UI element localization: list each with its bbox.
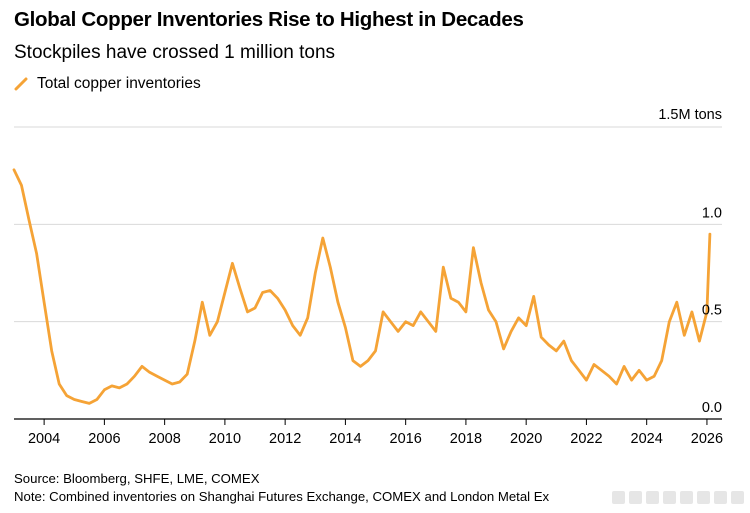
x-tick-label: 2014 (329, 431, 361, 447)
x-tick-label: 2004 (28, 431, 60, 447)
y-tick-label: 0.0 (702, 400, 722, 416)
x-tick-label: 2026 (691, 431, 723, 447)
x-tick-label: 2024 (631, 431, 663, 447)
overlay-block (714, 490, 727, 504)
overlay-block (680, 490, 693, 504)
x-tick-label: 2008 (149, 431, 181, 447)
x-tick-label: 2012 (269, 431, 301, 447)
x-tick-label: 2018 (450, 431, 482, 447)
series-line-total-copper-inventories (12, 168, 712, 405)
overlay-block (663, 490, 676, 504)
legend-label: Total copper inventories (37, 75, 201, 92)
x-tick-label: 2020 (510, 431, 542, 447)
y-tick-label: 0.5 (702, 303, 722, 319)
overlay-block (646, 490, 659, 504)
overlay-block (629, 490, 642, 504)
x-tick-label: 2010 (209, 431, 241, 447)
x-tick-label: 2016 (390, 431, 422, 447)
footnote: Note: Combined inventories on Shanghai F… (14, 489, 550, 504)
y-axis-unit-label: 1.5M tons (658, 107, 722, 123)
text-overlay (574, 483, 750, 511)
chart-title: Global Copper Inventories Rise to Highes… (14, 8, 524, 31)
x-tick-label: 2006 (88, 431, 120, 447)
source-note: Source: Bloomberg, SHFE, LME, COMEX (14, 471, 260, 486)
legend: Total copper inventories (14, 75, 201, 93)
overlay-block (731, 490, 744, 504)
line-chart: 1.5M tons 0.0 0.5 1.0 2004 2006 2008 2010 2012 20… (12, 107, 723, 447)
overlay-block (697, 490, 710, 504)
legend-swatch-icon (14, 77, 28, 91)
y-tick-label: 1.0 (702, 205, 722, 221)
overlay-block (612, 490, 625, 504)
chart-subtitle: Stockpiles have crossed 1 million tons (14, 42, 336, 63)
x-tick-label: 2022 (570, 431, 602, 447)
overlay-blocks (612, 490, 744, 504)
